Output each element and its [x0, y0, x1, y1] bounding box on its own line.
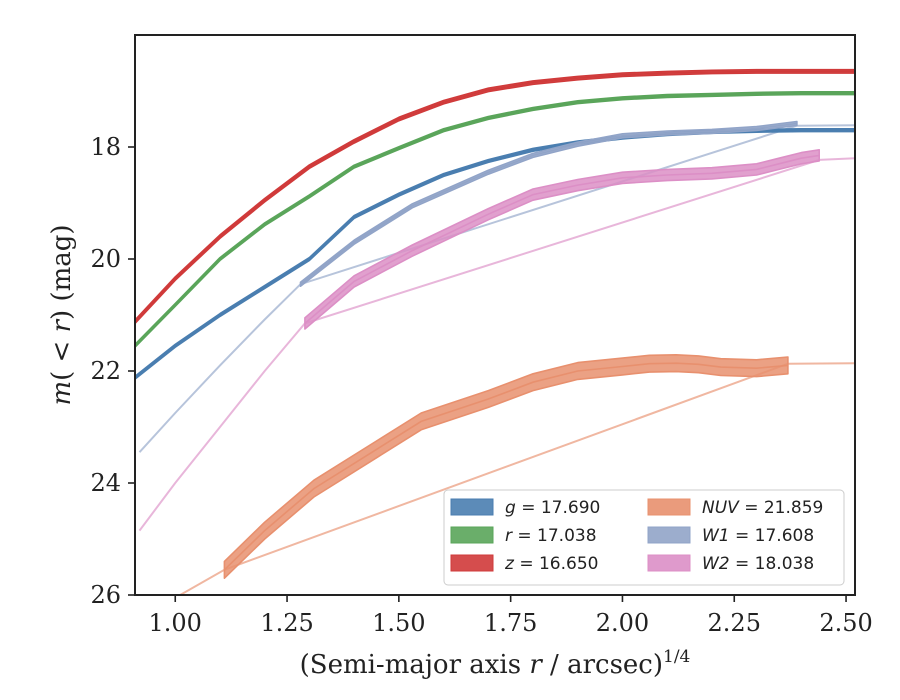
legend-swatch-w2 [647, 554, 691, 572]
x-tick-label-1-00: 1.00 [149, 609, 202, 637]
y-axis-label-r: r [47, 318, 77, 332]
legend-label-r: r = 17.038 [505, 526, 597, 546]
legend-swatch-g [450, 498, 494, 516]
series-w2-band [304, 149, 821, 330]
legend-label-w2: W2 = 18.038 [702, 554, 814, 574]
legend-label-g: g = 17.690 [505, 498, 600, 518]
x-tick-label-1-25: 1.25 [260, 609, 313, 637]
legend: g = 17.690 NUV = 21.859 r = 17.038 W1 = 17.… [443, 489, 845, 586]
series-r-line [135, 92, 855, 347]
x-axis-label-prefix: (Semi-major axis [300, 650, 530, 680]
legend-label-nuv: NUV = 21.859 [702, 498, 823, 518]
plot-frame [134, 34, 856, 596]
series-w1-line [300, 122, 797, 285]
x-tick-label-1-50: 1.50 [372, 609, 425, 637]
y-axis-label-lt: < [47, 332, 77, 370]
series-g-band [135, 128, 855, 380]
series-nuv-band [223, 353, 789, 580]
series-w2-line [304, 154, 820, 325]
y-tick-label-20: 20 [90, 245, 121, 273]
legend-items: g = 17.690 NUV = 21.859 r = 17.038 W1 = 17.… [450, 498, 823, 574]
series-bands [135, 68, 855, 580]
legend-item-z: z = 16.650 [450, 554, 598, 574]
legend-label-w1: W1 = 17.608 [702, 526, 814, 546]
x-axis-label: (Semi-major axis r / arcsec)1/4 [300, 647, 691, 680]
x-tick-label-1-75: 1.75 [484, 609, 537, 637]
legend-swatch-r [450, 526, 494, 544]
y-tick-label-26: 26 [90, 581, 121, 609]
y-axis-label-open: ( [47, 371, 77, 381]
legend-swatch-w1 [647, 526, 691, 544]
y-axis-label-m: m [47, 381, 77, 406]
x-tick-label-2-00: 2.00 [596, 609, 649, 637]
legend-item-nuv: NUV = 21.859 [647, 498, 823, 518]
series-nuv-extension-line [178, 362, 855, 595]
y-axis-ticks: 18 20 22 24 26 [90, 133, 135, 609]
series-z-band [135, 68, 855, 325]
x-axis-ticks: 1.00 1.25 1.50 1.75 2.00 2.25 2.50 [149, 595, 873, 637]
x-tick-label-2-50: 2.50 [819, 609, 872, 637]
series-z-line [135, 70, 855, 323]
legend-box [443, 489, 845, 586]
legend-item-g: g = 17.690 [450, 498, 600, 518]
x-axis-label-mid: / arcsec) [542, 650, 663, 680]
legend-label-z: z = 16.650 [504, 554, 598, 574]
legend-swatch-nuv [647, 498, 691, 516]
x-axis-label-exponent: 1/4 [663, 647, 690, 667]
y-axis-label-unit: (mag) [47, 224, 77, 309]
legend-swatch-z [450, 554, 494, 572]
legend-item-r: r = 17.038 [450, 526, 597, 546]
y-tick-label-24: 24 [90, 469, 121, 497]
series-r-band [135, 91, 855, 349]
y-axis-label: m( < r) (mag) [47, 224, 77, 405]
legend-item-w2: W2 = 18.038 [647, 554, 814, 574]
series-w1-band [299, 120, 798, 288]
y-tick-label-22: 22 [90, 357, 121, 385]
legend-item-w1: W1 = 17.608 [647, 526, 814, 546]
y-axis-label-close: ) [47, 310, 77, 320]
series-nuv-line [223, 362, 788, 571]
x-tick-label-2-25: 2.25 [708, 609, 761, 637]
x-axis-label-var: r [529, 650, 543, 680]
y-tick-label-18: 18 [90, 133, 121, 161]
